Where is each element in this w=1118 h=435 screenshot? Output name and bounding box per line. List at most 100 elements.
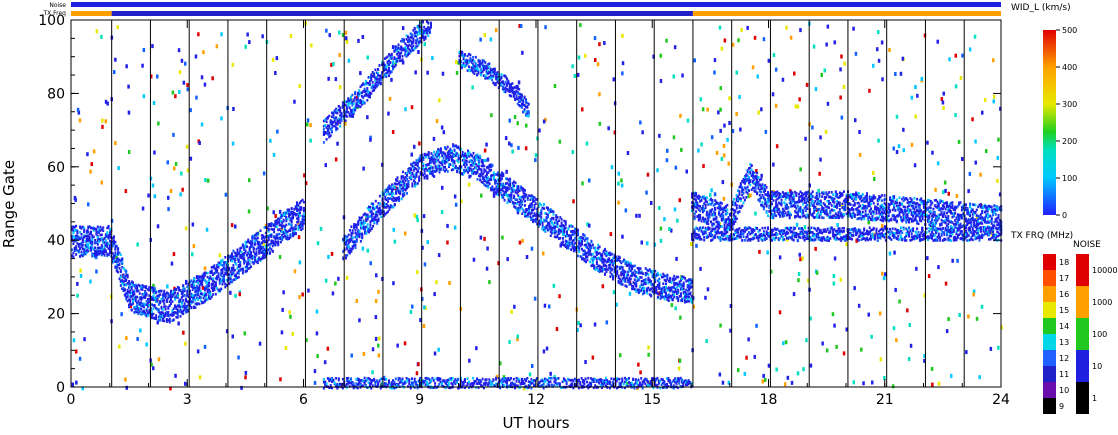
echo-cell xyxy=(476,178,479,181)
echo-cell xyxy=(480,160,483,164)
echo-cell xyxy=(152,304,155,307)
echo-cell xyxy=(132,291,134,294)
echo-cell xyxy=(518,200,521,204)
echo-cell xyxy=(678,295,681,298)
echo-cell xyxy=(639,276,642,279)
echo-cell xyxy=(129,300,132,304)
echo-cell xyxy=(228,268,231,272)
echo-cell xyxy=(376,210,379,214)
echo-cell xyxy=(176,310,179,313)
echo-cell xyxy=(647,278,650,281)
echo-cell xyxy=(494,173,497,176)
echo-cell xyxy=(422,167,425,170)
echo-cell xyxy=(173,166,176,171)
echo-cell xyxy=(690,298,693,302)
echo-cell xyxy=(301,292,304,297)
echo-cell xyxy=(637,291,640,294)
echo-cell xyxy=(296,220,299,224)
echo-cell xyxy=(464,165,467,169)
echo-cell xyxy=(636,288,639,291)
echo-cell xyxy=(463,161,465,164)
echo-cell xyxy=(310,43,313,48)
echo-cell xyxy=(258,256,261,260)
echo-cell xyxy=(351,100,354,104)
echo-cell xyxy=(677,291,680,294)
echo-cell xyxy=(799,28,802,33)
echo-cell xyxy=(269,246,271,250)
echo-cell xyxy=(208,284,210,288)
echo-cell xyxy=(378,64,381,67)
echo-cell xyxy=(521,207,524,211)
echo-cell xyxy=(510,194,513,198)
echo-cell xyxy=(636,276,639,280)
echo-cell xyxy=(202,272,205,276)
echo-cell xyxy=(128,298,130,302)
echo-cell xyxy=(579,238,582,242)
echo-cell xyxy=(930,366,934,371)
echo-cell xyxy=(570,230,573,233)
echo-cell xyxy=(492,188,495,192)
echo-cell xyxy=(199,282,202,285)
echo-cell xyxy=(285,229,288,233)
echo-cell xyxy=(347,241,350,245)
echo-cell xyxy=(197,302,200,305)
echo-cell xyxy=(534,217,537,221)
echo-cell xyxy=(91,243,94,246)
echo-cell xyxy=(374,206,377,209)
echo-cell xyxy=(513,202,516,205)
echo-cell xyxy=(679,113,682,118)
echo-cell xyxy=(260,241,263,245)
echo-cell xyxy=(101,124,104,129)
echo-cell xyxy=(362,225,365,229)
echo-cell xyxy=(366,90,369,93)
echo-cell xyxy=(492,193,496,198)
echo-cell xyxy=(484,159,487,162)
echo-cell xyxy=(75,247,78,251)
echo-cell xyxy=(572,247,575,250)
echo-cell xyxy=(203,294,206,298)
echo-cell xyxy=(376,220,379,223)
echo-cell xyxy=(75,239,78,243)
echo-cell xyxy=(379,78,382,82)
echo-cell xyxy=(362,352,366,356)
echo-cell xyxy=(142,94,146,99)
echo-cell xyxy=(276,129,279,134)
echo-cell xyxy=(136,287,139,290)
echo-cell xyxy=(404,231,407,236)
echo-cell xyxy=(515,191,518,195)
echo-cell xyxy=(377,343,380,348)
echo-cell xyxy=(996,155,999,160)
echo-cell xyxy=(475,171,478,174)
echo-cell xyxy=(802,367,805,372)
echo-cell xyxy=(431,172,434,175)
echo-cell xyxy=(133,284,136,287)
echo-cell xyxy=(514,190,517,193)
echo-cell xyxy=(910,95,914,100)
echo-cell xyxy=(633,288,636,291)
echo-cell xyxy=(544,227,547,230)
echo-cell xyxy=(633,273,636,277)
echo-cell xyxy=(270,242,273,245)
echo-cell xyxy=(224,192,228,197)
echo-cell xyxy=(454,164,457,168)
echo-cell xyxy=(553,231,556,235)
echo-cell xyxy=(201,279,204,283)
echo-cell xyxy=(858,130,861,134)
echo-cell xyxy=(393,239,397,244)
echo-cell xyxy=(130,287,133,291)
echo-cell xyxy=(374,215,377,218)
echo-cell xyxy=(124,189,128,194)
echo-cell xyxy=(199,299,202,302)
echo-cell xyxy=(632,271,635,275)
echo-cell xyxy=(324,124,327,127)
echo-cell xyxy=(107,234,110,237)
echo-cell xyxy=(248,255,251,259)
echo-cell xyxy=(662,286,665,289)
echo-cell xyxy=(469,163,472,167)
echo-cell xyxy=(234,293,237,298)
echo-cell xyxy=(975,316,979,321)
echo-cell xyxy=(205,298,208,301)
echo-cell xyxy=(899,71,903,76)
echo-cell xyxy=(439,161,442,165)
echo-cell xyxy=(148,286,151,289)
